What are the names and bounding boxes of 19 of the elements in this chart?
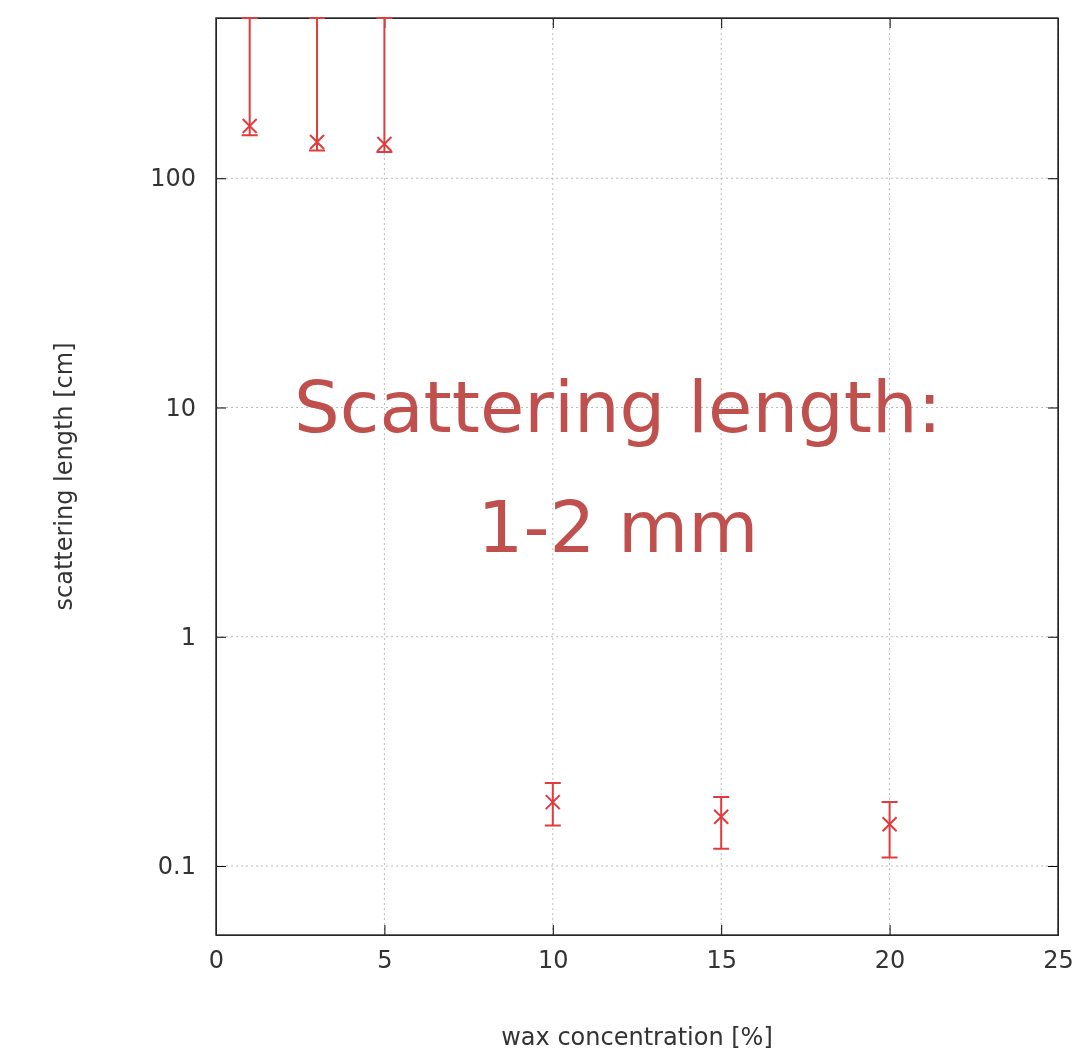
x-axis-title: wax concentration [%]	[501, 1023, 773, 1051]
point	[309, 133, 326, 150]
point	[241, 118, 258, 134]
y-tick-label: 100	[150, 164, 196, 193]
x-tick-label: 5	[377, 946, 393, 975]
point	[713, 808, 730, 825]
x-tick-label: 0	[208, 946, 225, 975]
y-tick-label: 0.1	[157, 852, 196, 881]
point	[544, 794, 561, 811]
x-tick-label: 20	[874, 946, 906, 975]
y-axis-title: scattering length [cm]	[50, 342, 78, 611]
point	[881, 816, 898, 833]
x-tick-label: 25	[1043, 946, 1074, 975]
x-tick-label: 15	[706, 946, 737, 975]
annotation: Scattering length: 1-2 mm	[294, 365, 942, 569]
x-tick-label: 10	[538, 946, 569, 975]
y-tick-label: 1	[180, 622, 196, 651]
y-tick-label: 10	[165, 393, 196, 422]
point	[376, 136, 393, 153]
